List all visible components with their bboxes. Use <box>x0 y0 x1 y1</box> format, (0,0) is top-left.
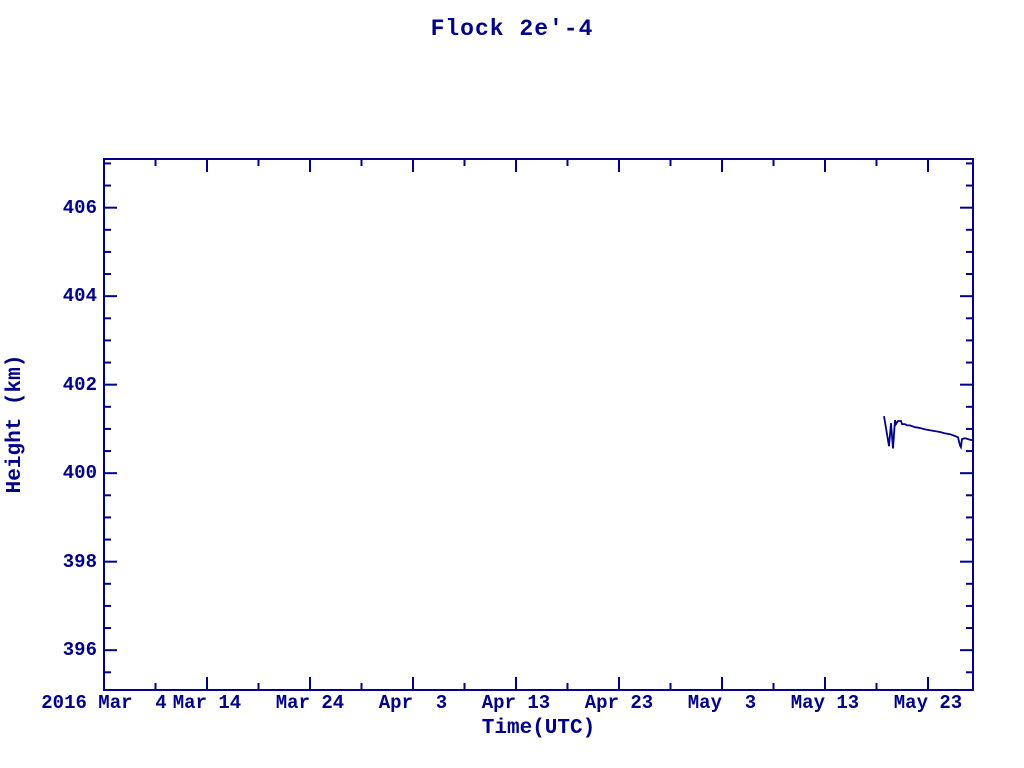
y-tick-label: 402 <box>62 373 97 396</box>
x-tick-label: Mar 14 <box>172 692 242 714</box>
y-tick-label: 406 <box>62 196 97 219</box>
x-tick-label: May 3 <box>687 692 757 714</box>
x-tick-label: May 13 <box>790 692 860 714</box>
x-tick-label: Mar 24 <box>275 692 345 714</box>
x-axis-title: Time(UTC) <box>481 717 596 740</box>
y-tick-label: 396 <box>62 639 97 662</box>
height-series-line <box>883 415 973 451</box>
y-tick-label: 404 <box>62 285 97 308</box>
y-axis-title: Height (km) <box>4 354 27 494</box>
x-tick-label: Apr 13 <box>481 692 551 714</box>
x-tick-label: May 23 <box>893 692 963 714</box>
x-tick-label: Apr 3 <box>378 692 448 714</box>
y-tick-label: 398 <box>62 550 97 573</box>
y-tick-label: 400 <box>62 462 97 485</box>
plot-frame <box>103 158 974 691</box>
chart-title: Flock 2e'-4 <box>430 16 594 42</box>
x-tick-label: Apr 23 <box>584 692 654 714</box>
x-tick-label: 2016 Mar 4 <box>41 692 167 714</box>
